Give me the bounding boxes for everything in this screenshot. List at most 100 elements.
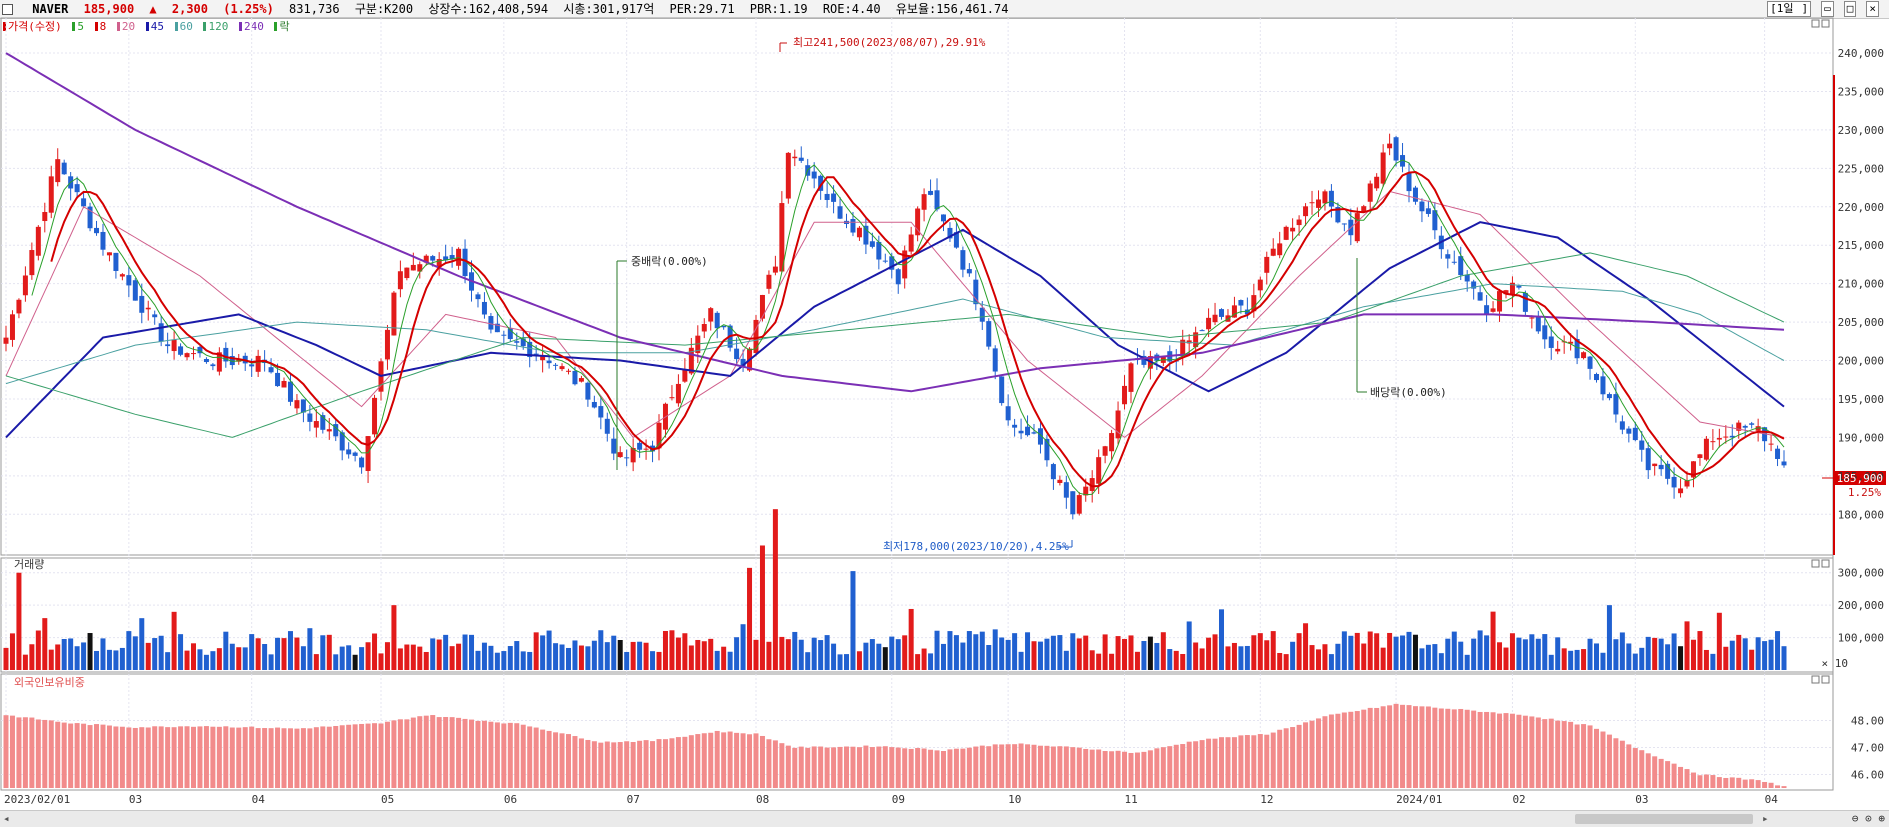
ma5-legend-item[interactable]: 5 bbox=[72, 20, 86, 33]
period-button[interactable]: [1일] bbox=[1767, 1, 1812, 17]
candle-body bbox=[565, 370, 571, 372]
panel-minimize-icon[interactable] bbox=[1811, 675, 1820, 684]
price-legend-item[interactable]: 가격(수정) bbox=[3, 20, 64, 33]
candle-body bbox=[953, 232, 959, 248]
candle-body bbox=[1238, 300, 1244, 306]
candle-body bbox=[1451, 261, 1457, 263]
volume-bar bbox=[565, 647, 571, 670]
volume-bar bbox=[1548, 654, 1554, 670]
candle-body bbox=[759, 294, 765, 319]
volume-bar bbox=[268, 654, 274, 670]
volume-bar bbox=[475, 650, 481, 670]
volume-bar bbox=[132, 636, 138, 670]
candle-body bbox=[16, 299, 22, 314]
foreign-bar bbox=[48, 720, 54, 788]
foreign-bar bbox=[1548, 718, 1554, 788]
volume-bar bbox=[1303, 623, 1309, 670]
price-tick-label: 195,000 bbox=[1838, 393, 1884, 406]
volume-bar bbox=[1768, 639, 1774, 670]
foreign-bar bbox=[1768, 782, 1774, 788]
panel-close-icon[interactable] bbox=[1821, 675, 1830, 684]
candle-body bbox=[430, 256, 436, 261]
maximize-icon[interactable]: □ bbox=[1843, 1, 1857, 17]
close-icon[interactable]: × bbox=[1866, 1, 1879, 17]
volume-bar bbox=[630, 641, 636, 670]
volume-bar bbox=[1231, 642, 1237, 670]
zoom-in-icon[interactable]: ⊕ bbox=[1878, 812, 1885, 825]
volume-bar bbox=[29, 644, 35, 670]
volume-bar bbox=[1412, 634, 1418, 670]
foreign-bar bbox=[1141, 751, 1147, 788]
minimize-icon[interactable]: ▭ bbox=[1821, 1, 1834, 17]
candle-body bbox=[35, 226, 41, 256]
volume-bar bbox=[365, 642, 371, 670]
ex-rights-legend-item[interactable]: 락 bbox=[274, 20, 291, 33]
scroll-left-icon[interactable]: ◂ bbox=[3, 812, 10, 825]
volume-bar bbox=[514, 641, 520, 670]
candle-body bbox=[908, 234, 914, 252]
listed-shares: 상장수:162,408,594 bbox=[428, 2, 549, 16]
foreign-bar bbox=[714, 730, 720, 788]
candle-body bbox=[1102, 446, 1108, 456]
volume-bar bbox=[1367, 631, 1373, 670]
foreign-bar bbox=[1296, 724, 1302, 788]
volume-bar bbox=[527, 651, 533, 670]
candle-body bbox=[688, 347, 694, 374]
volume-bar bbox=[1322, 644, 1328, 670]
ma-legend-label: 240 bbox=[243, 20, 264, 33]
candle-body bbox=[1425, 208, 1431, 214]
zoom-out-icon[interactable]: ⊖ bbox=[1851, 812, 1859, 825]
ma60-legend-item[interactable]: 60 bbox=[174, 20, 195, 33]
foreign-bar bbox=[352, 724, 358, 788]
candle-body bbox=[1231, 305, 1237, 318]
foreign-bar bbox=[947, 749, 953, 788]
panel-close-icon[interactable] bbox=[1821, 559, 1830, 568]
volume-bar bbox=[300, 646, 306, 670]
panel-minimize-icon[interactable] bbox=[1811, 559, 1820, 568]
foreign-bar bbox=[1283, 728, 1289, 788]
candle-body bbox=[682, 369, 688, 382]
panel-close-icon[interactable] bbox=[1821, 19, 1830, 28]
foreign-bar bbox=[119, 726, 125, 788]
price-tick-label: 230,000 bbox=[1838, 124, 1884, 137]
stock-chart[interactable]: 240,000 235,000 230,000 225,000 220,000 215,0… bbox=[0, 0, 1889, 810]
candle-body bbox=[1186, 340, 1192, 344]
candle-body bbox=[1613, 394, 1619, 415]
scroll-right-icon[interactable]: ▸ bbox=[1762, 812, 1769, 825]
foreign-bar bbox=[1031, 744, 1037, 788]
foreign-bar bbox=[1503, 713, 1509, 788]
ma45-legend-item[interactable]: 45 bbox=[145, 20, 166, 33]
panel-minimize-icon[interactable] bbox=[1811, 19, 1820, 28]
candle-body bbox=[734, 348, 740, 360]
volume-bar bbox=[766, 641, 772, 670]
stock-symbol[interactable]: NAVER bbox=[32, 2, 69, 16]
candle-body bbox=[1671, 476, 1677, 488]
volume-bar bbox=[178, 634, 184, 670]
ma240-legend-item[interactable]: 240 bbox=[238, 20, 266, 33]
ma8-legend-item[interactable]: 8 bbox=[94, 20, 109, 33]
candle-body bbox=[1781, 461, 1787, 466]
candle-body bbox=[1257, 279, 1263, 291]
volume-bar bbox=[1581, 649, 1587, 670]
foreign-bar bbox=[1445, 708, 1451, 788]
foreign-bar bbox=[662, 739, 668, 788]
foreign-bar bbox=[1361, 709, 1367, 788]
foreign-bar bbox=[171, 727, 177, 788]
candle-body bbox=[1057, 479, 1063, 483]
volume-bar bbox=[313, 654, 319, 670]
candle-body bbox=[1335, 207, 1341, 223]
candle-body bbox=[1749, 423, 1755, 425]
x-tick-label: 12 bbox=[1260, 793, 1273, 806]
horizontal-scrollbar[interactable]: ◂ ▸ ⊖ ⊙ ⊕ bbox=[0, 810, 1889, 827]
foreign-bar bbox=[1529, 716, 1535, 788]
period-label: 1일 bbox=[1776, 2, 1794, 15]
zoom-reset-icon[interactable]: ⊙ bbox=[1865, 812, 1872, 825]
select-checkbox[interactable] bbox=[2, 4, 13, 15]
foreign-bar bbox=[1264, 734, 1270, 788]
candle-body bbox=[1374, 176, 1380, 189]
ma120-legend-item[interactable]: 120 bbox=[203, 20, 230, 33]
foreign-bar bbox=[158, 726, 164, 788]
scroll-thumb[interactable] bbox=[1575, 814, 1753, 824]
volume-bar bbox=[87, 633, 93, 670]
volume-bar bbox=[287, 631, 293, 670]
